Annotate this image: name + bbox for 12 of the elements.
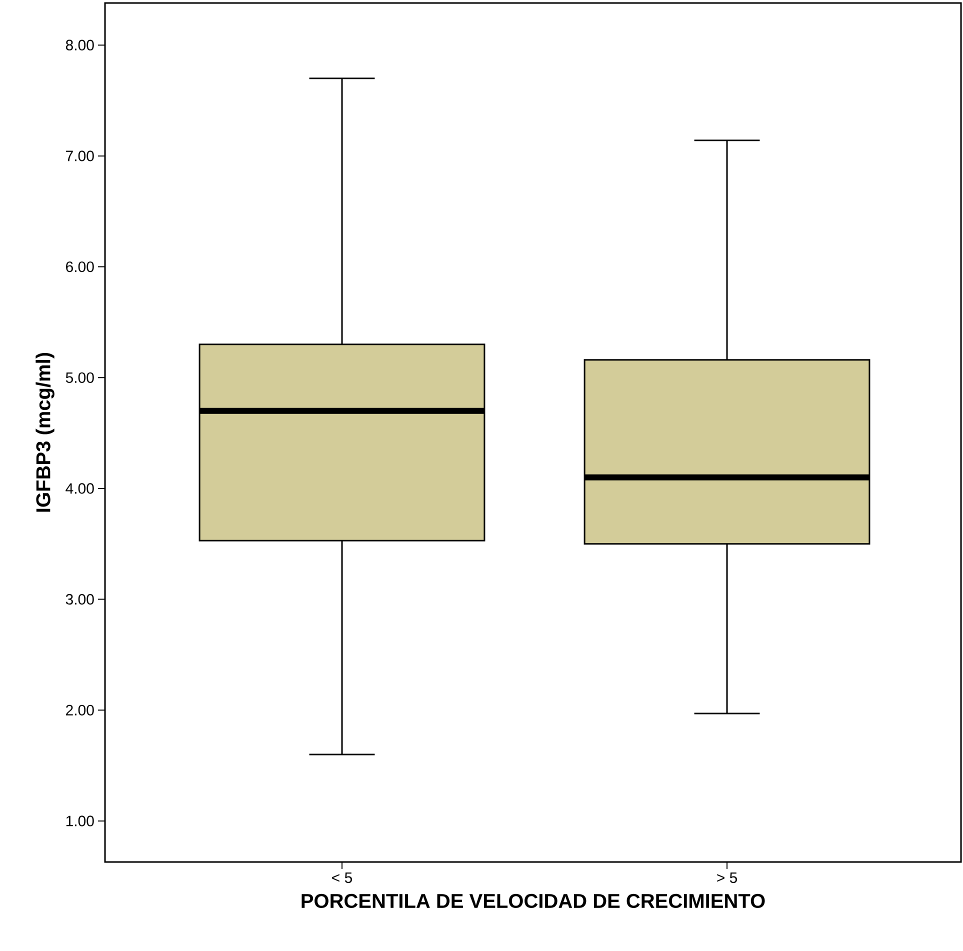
y-tick-label: 7.00 bbox=[66, 150, 94, 162]
y-tick-label: 6.00 bbox=[66, 261, 94, 272]
x-tick-label: > 5 bbox=[717, 872, 738, 883]
y-tick-label: 1.00 bbox=[66, 816, 94, 826]
y-tick-label: 3.00 bbox=[66, 594, 94, 605]
y-tick-label: 4.00 bbox=[66, 483, 94, 494]
x-axis-title: PORCENTILA DE VELOCIDAD DE CRECIMIENTO bbox=[302, 894, 765, 908]
x-tick-label: < 5 bbox=[332, 872, 352, 883]
y-tick-label: 2.00 bbox=[66, 704, 94, 716]
y-tick-label: 8.00 bbox=[66, 40, 94, 50]
y-axis-title: IGFBP3 (mcg/ml) bbox=[36, 352, 54, 512]
y-tick-label: 5.00 bbox=[66, 372, 94, 383]
